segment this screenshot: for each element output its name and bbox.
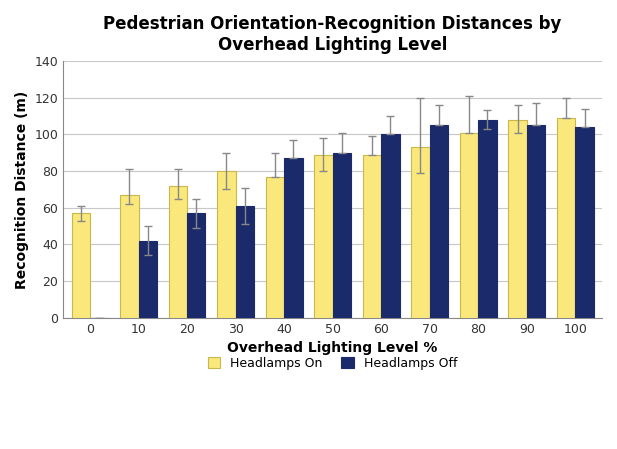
Bar	[460, 132, 478, 318]
Bar	[557, 118, 575, 318]
Title: Pedestrian Orientation-Recognition Distances by
Overhead Lighting Level: Pedestrian Orientation-Recognition Dista…	[104, 15, 562, 54]
Bar	[333, 153, 351, 318]
Bar	[168, 186, 187, 318]
Bar	[139, 241, 157, 318]
Bar	[412, 147, 429, 318]
Bar	[527, 125, 545, 318]
Bar	[236, 206, 254, 318]
Bar	[575, 127, 594, 318]
Bar	[314, 154, 333, 318]
Bar	[363, 154, 381, 318]
X-axis label: Overhead Lighting Level %: Overhead Lighting Level %	[228, 341, 438, 355]
Bar	[72, 213, 90, 318]
Bar	[187, 213, 205, 318]
Bar	[266, 176, 284, 318]
Bar	[120, 195, 139, 318]
Y-axis label: Recognition Distance (m): Recognition Distance (m)	[15, 90, 29, 289]
Bar	[284, 158, 302, 318]
Bar	[478, 119, 497, 318]
Bar	[429, 125, 448, 318]
Bar	[381, 134, 400, 318]
Bar	[217, 171, 236, 318]
Legend: Headlamps On, Headlamps Off: Headlamps On, Headlamps Off	[202, 350, 464, 376]
Bar	[508, 119, 527, 318]
